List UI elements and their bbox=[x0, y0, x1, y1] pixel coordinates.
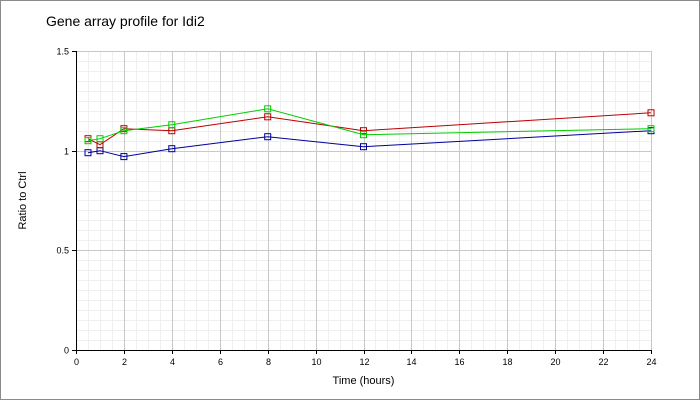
x-tick-label: 14 bbox=[406, 357, 416, 367]
series-layer bbox=[84, 105, 655, 161]
y-axis-label: Ratio to Ctrl bbox=[17, 171, 29, 229]
series-1-point bbox=[84, 149, 92, 157]
series-3-point bbox=[360, 131, 367, 139]
series-3-point bbox=[84, 137, 92, 145]
y-tick-label: 1 bbox=[64, 147, 69, 157]
series-2-point bbox=[264, 113, 272, 121]
series-1-point bbox=[360, 143, 367, 151]
axes bbox=[72, 51, 652, 354]
series-3-point bbox=[96, 135, 104, 143]
series-1-point bbox=[168, 145, 176, 153]
series-1-point bbox=[264, 133, 272, 141]
series-line-1 bbox=[87, 130, 652, 158]
x-tick-label: 20 bbox=[550, 357, 560, 367]
y-tick-label: 0 bbox=[64, 346, 69, 356]
chart-title: Gene array profile for Idi2 bbox=[46, 13, 205, 29]
series-2-point bbox=[647, 109, 655, 117]
x-tick-label: 4 bbox=[170, 357, 175, 367]
series-1-point bbox=[120, 153, 128, 161]
series-3-point bbox=[120, 127, 128, 135]
x-tick-label: 24 bbox=[646, 357, 656, 367]
x-axis-label: Time (hours) bbox=[333, 375, 395, 387]
y-tick-label: 0.5 bbox=[56, 246, 69, 256]
x-tick-label: 16 bbox=[454, 357, 464, 367]
series-line-3 bbox=[87, 108, 652, 142]
x-tick-label: 18 bbox=[502, 357, 512, 367]
series-2-point bbox=[360, 127, 367, 135]
x-tick-label: 6 bbox=[218, 357, 223, 367]
x-tick-label: 0 bbox=[74, 357, 79, 367]
x-tick-label: 10 bbox=[311, 357, 321, 367]
x-tick-label: 12 bbox=[359, 357, 369, 367]
series-3-point bbox=[168, 121, 176, 129]
series-line-2 bbox=[87, 112, 652, 146]
x-tick-label: 22 bbox=[598, 357, 608, 367]
y-tick-label: 1.5 bbox=[56, 47, 69, 57]
x-tick-label: 2 bbox=[122, 357, 127, 367]
minor-gridlines bbox=[76, 51, 652, 351]
series-3-point bbox=[647, 125, 655, 133]
series-3-point bbox=[264, 105, 272, 113]
x-tick-label: 8 bbox=[266, 357, 271, 367]
